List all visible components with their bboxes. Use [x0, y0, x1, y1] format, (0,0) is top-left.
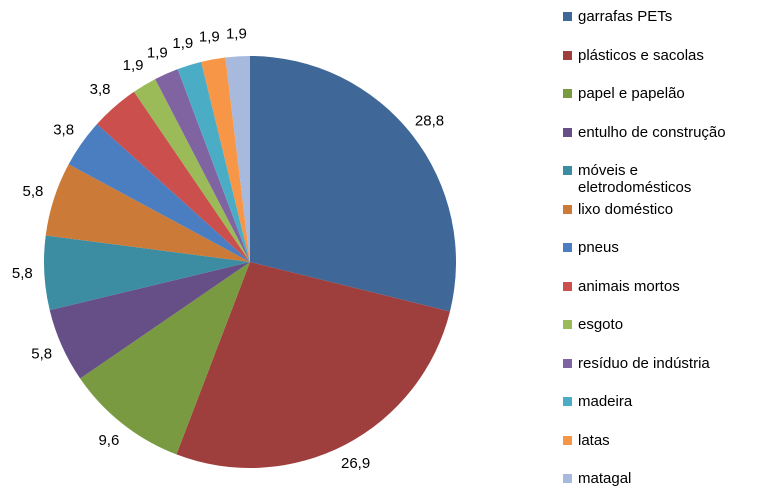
pie-slice [176, 262, 450, 469]
legend-item: lixo doméstico [563, 201, 750, 218]
legend-swatch [563, 89, 572, 98]
legend-label: animais mortos [578, 277, 680, 295]
legend-label: garrafas PETs [578, 8, 673, 25]
legend-swatch [563, 397, 572, 406]
legend-label: entulho de construção [578, 123, 726, 141]
legend-label: lixo doméstico [578, 200, 674, 218]
legend-swatch [563, 204, 572, 214]
legend-label: papel e papelão [578, 85, 685, 102]
legend-item: móveis e eletrodomésticos [563, 162, 750, 196]
legend-label: resíduo de indústria [578, 354, 710, 372]
legend-swatch [563, 474, 572, 483]
data-label: 1,9 [226, 25, 247, 42]
legend-item: matagal [563, 470, 750, 487]
legend-swatch [563, 281, 572, 291]
data-label: 5,8 [12, 265, 33, 282]
legend-label: móveis e eletrodomésticos [578, 162, 692, 196]
legend-swatch [563, 12, 572, 21]
pie-slice [201, 57, 250, 262]
legend-swatch [563, 127, 572, 137]
pie-slice [45, 164, 250, 262]
pie-slice [225, 56, 250, 262]
pie-slice [68, 124, 250, 263]
data-label: 5,8 [31, 346, 52, 363]
legend-label: madeira [578, 393, 633, 410]
pie-slice [250, 56, 456, 312]
legend-item: papel e papelão [563, 85, 750, 102]
data-label: 5,8 [23, 183, 44, 200]
pie-slice [43, 235, 250, 311]
legend-item: pneus [563, 239, 750, 256]
legend-swatch [563, 358, 572, 368]
legend-swatch [563, 50, 572, 60]
legend-swatch [563, 166, 572, 175]
legend-item: entulho de construção [563, 124, 750, 141]
pie-slice [49, 262, 251, 379]
data-label: 26,9 [341, 455, 370, 472]
data-label: 3,8 [90, 81, 111, 98]
pie-area: 28,826,99,65,85,85,83,83,81,91,91,9 1,9 1,… [12, 25, 456, 472]
pie-slice [155, 69, 250, 263]
data-label: 1,9 [172, 35, 193, 52]
pie-slice [96, 91, 250, 262]
legend-item: garrafas PETs [563, 8, 750, 25]
legend-label: latas [578, 431, 610, 449]
legend-swatch [563, 320, 572, 329]
data-label: 9,6 [98, 432, 119, 449]
legend-item: plásticos e sacolas [563, 47, 750, 64]
legend-swatch [563, 435, 572, 445]
data-label: 3,8 [53, 122, 74, 139]
data-label: 1,9 [199, 29, 220, 46]
legend-swatch [563, 243, 572, 252]
legend-label: matagal [578, 470, 632, 487]
legend-item: latas [563, 432, 750, 449]
legend-item: animais mortos [563, 278, 750, 295]
data-label: 1,9 [147, 45, 168, 62]
pie-slice [177, 61, 250, 263]
pie-slice [80, 262, 250, 455]
data-label: 1,9 [123, 57, 144, 74]
legend-label: esgoto [578, 316, 624, 333]
legend-item: resíduo de indústria [563, 355, 750, 372]
legend-label: plásticos e sacolas [578, 46, 704, 64]
legend-item: esgoto [563, 316, 750, 333]
legend-item: madeira [563, 393, 750, 410]
data-label: 28,8 [415, 112, 444, 129]
legend-label: pneus [578, 239, 619, 256]
pie-slice [134, 79, 250, 262]
